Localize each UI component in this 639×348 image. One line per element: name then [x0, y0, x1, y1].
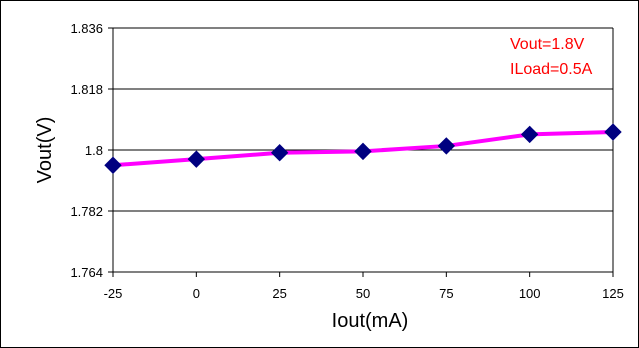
data-point-marker	[354, 142, 372, 161]
data-point-marker	[437, 137, 456, 155]
y-tick-label: 1.836	[70, 21, 103, 36]
y-tick-label: 1.818	[70, 82, 103, 97]
y-tick-label: 1.8	[85, 143, 103, 158]
data-point-marker	[104, 156, 122, 174]
y-tick-label: 1.782	[70, 204, 103, 219]
y-tick-label: 1.764	[70, 265, 103, 280]
data-point-marker	[187, 150, 206, 168]
y-axis-title: Vout(V)	[34, 117, 56, 184]
x-axis-title: Iout(mA)	[332, 310, 409, 332]
y-axis-ticks: 1.836 1.818 1.8 1.782 1.764	[70, 21, 113, 280]
x-tick-label: 100	[519, 286, 541, 301]
annotation-iload: ILoad=0.5A	[510, 61, 593, 78]
series-layer	[104, 123, 622, 174]
x-tick-label: 75	[439, 286, 453, 301]
data-point-marker	[604, 123, 622, 141]
x-tick-label: -25	[104, 286, 123, 301]
x-tick-label: 0	[193, 286, 200, 301]
x-axis-ticks: -25 0 25 50 75 100 125	[104, 272, 624, 301]
x-tick-label: 25	[272, 286, 286, 301]
data-point-marker	[520, 125, 539, 144]
annotation-vout: Vout=1.8V	[510, 36, 585, 53]
x-tick-label: 125	[602, 286, 624, 301]
data-point-marker	[270, 144, 289, 162]
x-tick-label: 50	[356, 286, 370, 301]
